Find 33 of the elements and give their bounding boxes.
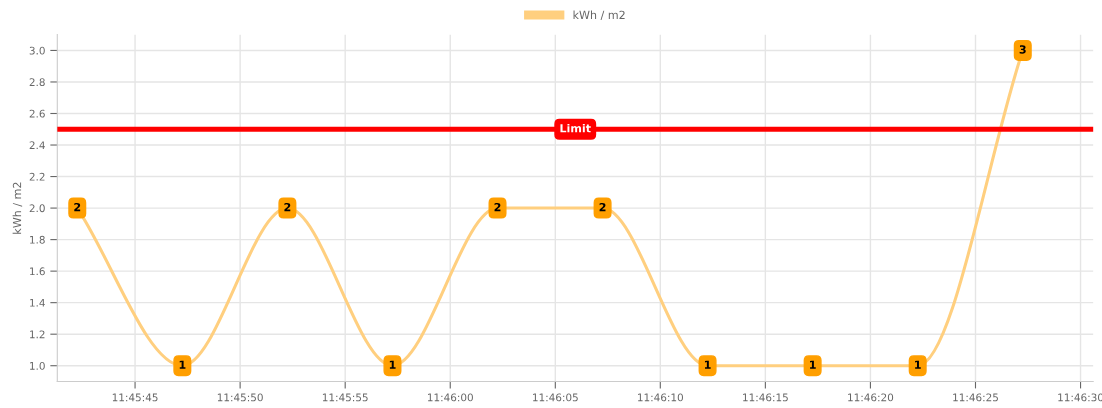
x-tick-label: 11:45:50 <box>217 393 263 402</box>
x-tick-label: 11:46:10 <box>638 393 683 402</box>
data-label: 2 <box>494 202 501 212</box>
x-tick-label: 11:46:00 <box>428 393 473 402</box>
data-label: 2 <box>74 202 81 212</box>
data-label: 1 <box>179 360 186 369</box>
y-axis-title: kWh / m2 <box>12 182 23 234</box>
y-tick-label: 3.0 <box>29 46 45 55</box>
data-label: 2 <box>599 202 606 212</box>
y-tick-label: 1.0 <box>30 361 45 370</box>
y-tick-label: 1.2 <box>30 330 45 339</box>
y-tick-label: 2.6 <box>29 109 45 118</box>
y-tick-label: 1.4 <box>30 299 45 307</box>
x-tick-label: 11:46:05 <box>533 393 578 402</box>
legend-label: kWh / m2 <box>573 10 625 20</box>
y-tick-label: 2.8 <box>29 78 45 87</box>
x-tick-label: 11:46:25 <box>953 393 998 402</box>
data-label: 1 <box>915 360 921 369</box>
x-tick-label: 11:46:20 <box>848 393 894 402</box>
data-label: 1 <box>704 360 711 369</box>
data-label: 1 <box>810 360 816 369</box>
x-tick-label: 11:45:55 <box>322 393 368 402</box>
y-tick-label: 1.6 <box>30 267 45 276</box>
data-label: 3 <box>1019 45 1026 54</box>
x-tick-label: 11:46:15 <box>743 393 788 402</box>
x-tick-label: 11:45:45 <box>112 393 158 402</box>
y-tick-label: 2.4 <box>29 141 45 149</box>
data-label: 2 <box>284 202 291 212</box>
y-tick-label: 1.8 <box>30 235 45 244</box>
y-tick-label: 2.2 <box>29 172 45 181</box>
ref-line-label: Limit <box>560 123 591 133</box>
data-label: 1 <box>389 360 396 369</box>
y-tick-label: 2.0 <box>29 204 45 213</box>
